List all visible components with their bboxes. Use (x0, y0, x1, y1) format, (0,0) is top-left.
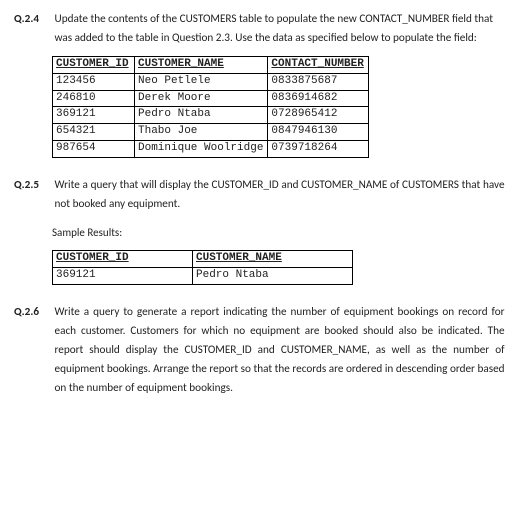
cell: 654321 (53, 124, 135, 141)
cell: 0836914682 (268, 90, 368, 107)
question-text: Write a query to generate a report indic… (55, 303, 505, 398)
col-header: CUSTOMER_ID (53, 251, 193, 268)
col-header: CUSTOMER_NAME (193, 251, 353, 268)
sample-results-label: Sample Results: (52, 224, 516, 243)
cell: 369121 (53, 268, 193, 285)
cell: 0739718264 (268, 140, 368, 157)
cell: Derek Moore (135, 90, 268, 107)
question-number: Q.2.4 (14, 10, 52, 29)
cell: Pedro Ntaba (135, 107, 268, 124)
table-header-row: CUSTOMER_ID CUSTOMER_NAME (53, 251, 353, 268)
cell: Neo Petlele (135, 73, 268, 90)
cell: 987654 (53, 140, 135, 157)
question-number: Q.2.6 (14, 303, 52, 322)
cell: 246810 (53, 90, 135, 107)
col-header: CUSTOMER_NAME (135, 57, 268, 74)
cell: 0847946130 (268, 124, 368, 141)
question-2-4: Q.2.4 Update the contents of the CUSTOME… (14, 10, 516, 158)
table-row: 369121 Pedro Ntaba 0728965412 (53, 107, 369, 124)
question-text: Update the contents of the CUSTOMERS tab… (55, 10, 505, 48)
question-text: Write a query that will display the CUST… (55, 176, 505, 214)
table-row: 246810 Derek Moore 0836914682 (53, 90, 369, 107)
table-row: 654321 Thabo Joe 0847946130 (53, 124, 369, 141)
table-header-row: CUSTOMER_ID CUSTOMER_NAME CONTACT_NUMBER (53, 57, 369, 74)
col-header: CONTACT_NUMBER (268, 57, 368, 74)
customers-data-table: CUSTOMER_ID CUSTOMER_NAME CONTACT_NUMBER… (52, 56, 369, 158)
sample-results-wrap: Sample Results: CUSTOMER_ID CUSTOMER_NAM… (52, 224, 516, 285)
table-row: 123456 Neo Petlele 0833875687 (53, 73, 369, 90)
cell: Pedro Ntaba (193, 268, 353, 285)
question-table-wrap: CUSTOMER_ID CUSTOMER_NAME CONTACT_NUMBER… (52, 56, 516, 158)
cell: 0728965412 (268, 107, 368, 124)
question-number: Q.2.5 (14, 176, 52, 195)
cell: 123456 (53, 73, 135, 90)
question-2-5: Q.2.5 Write a query that will display th… (14, 176, 516, 285)
cell: Thabo Joe (135, 124, 268, 141)
question-2-6: Q.2.6 Write a query to generate a report… (14, 303, 516, 398)
sample-results-table: CUSTOMER_ID CUSTOMER_NAME 369121 Pedro N… (52, 250, 353, 285)
cell: Dominique Woolridge (135, 140, 268, 157)
cell: 369121 (53, 107, 135, 124)
table-row: 987654 Dominique Woolridge 0739718264 (53, 140, 369, 157)
cell: 0833875687 (268, 73, 368, 90)
col-header: CUSTOMER_ID (53, 57, 135, 74)
table-row: 369121 Pedro Ntaba (53, 268, 353, 285)
